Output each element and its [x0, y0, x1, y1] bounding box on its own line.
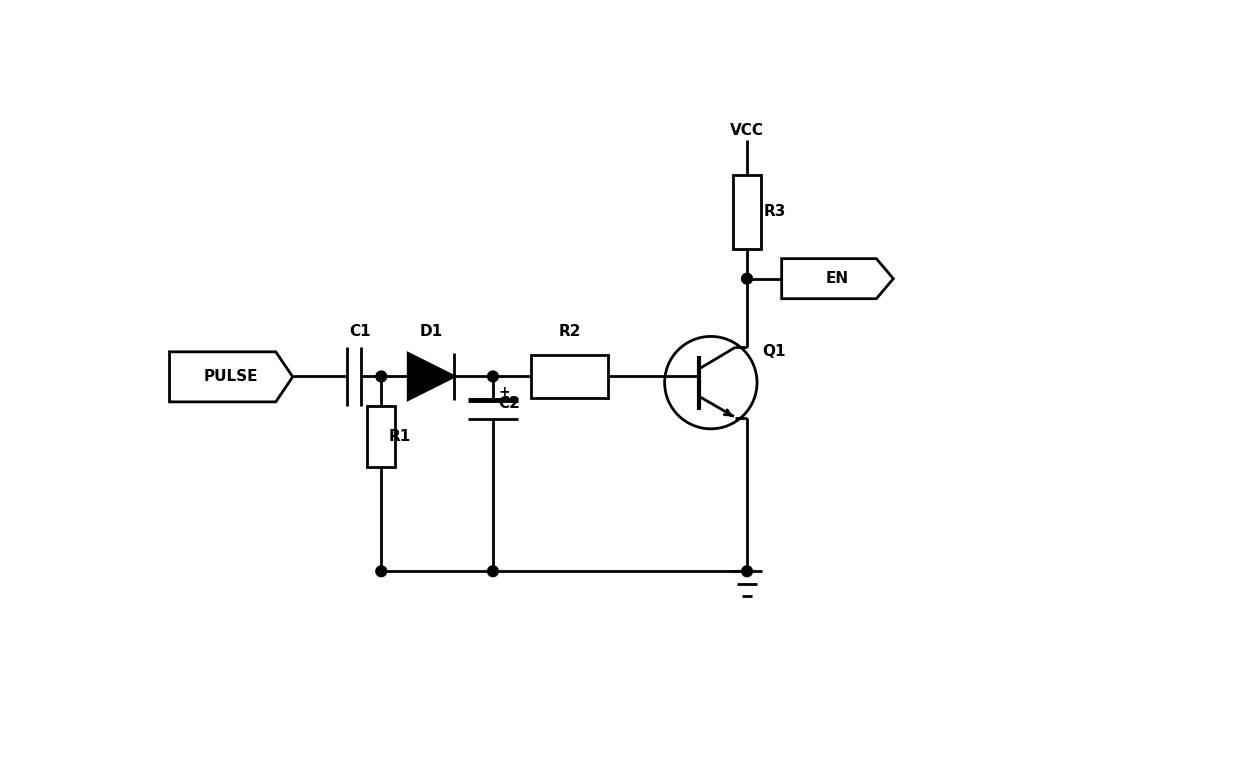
Bar: [532, 355, 608, 398]
Text: +: +: [498, 385, 510, 399]
Circle shape: [487, 566, 498, 577]
Circle shape: [375, 371, 387, 382]
Text: C2: C2: [498, 396, 520, 411]
Text: D1: D1: [420, 324, 442, 339]
Polygon shape: [408, 353, 455, 400]
Text: EN: EN: [825, 271, 849, 286]
Text: C1: C1: [349, 324, 370, 339]
Bar: [368, 406, 395, 467]
Text: R1: R1: [389, 429, 411, 444]
Text: VCC: VCC: [730, 124, 764, 138]
Text: PULSE: PULSE: [204, 369, 259, 384]
Circle shape: [742, 566, 752, 577]
Text: R2: R2: [559, 324, 581, 339]
Text: Q1: Q1: [762, 344, 786, 359]
Circle shape: [487, 371, 498, 382]
Bar: [733, 175, 761, 250]
Circle shape: [375, 566, 387, 577]
Text: R3: R3: [763, 204, 786, 219]
Circle shape: [742, 273, 752, 284]
